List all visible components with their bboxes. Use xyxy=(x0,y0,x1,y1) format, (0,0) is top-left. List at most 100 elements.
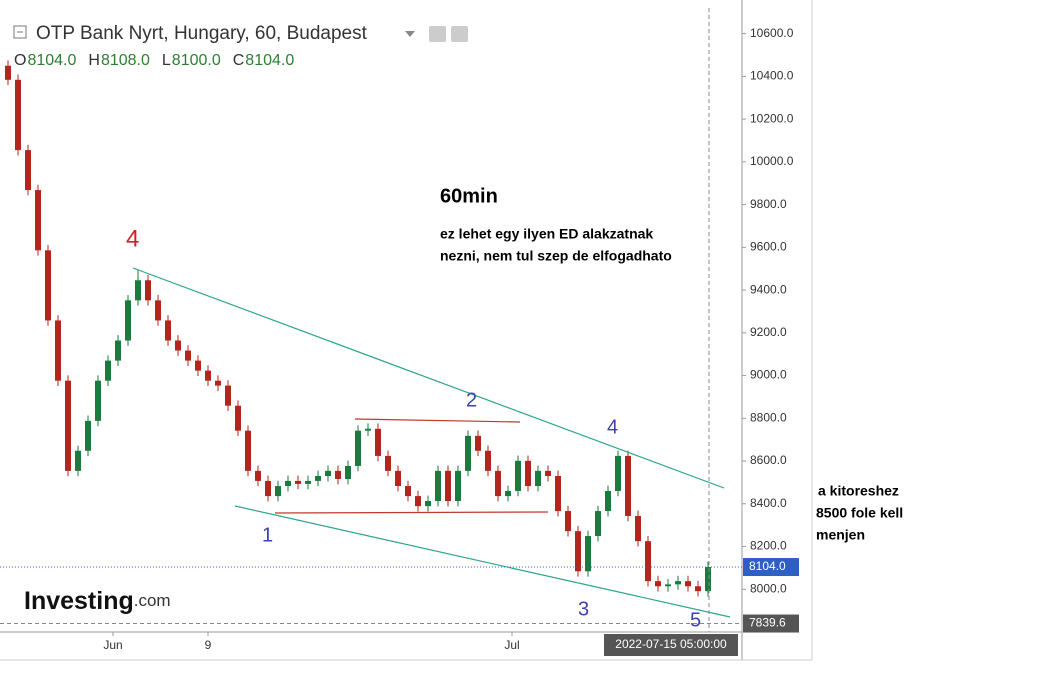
candle-body xyxy=(65,380,71,471)
candle-body xyxy=(415,496,421,507)
wave-label: 3 xyxy=(578,598,589,620)
wave-label: 5 xyxy=(690,609,701,631)
candle-body xyxy=(55,320,61,381)
side-note: a kitoreshez xyxy=(818,483,899,499)
annotation-note: nezni, nem tul szep de elfogadhato xyxy=(440,248,672,264)
candle-body xyxy=(495,470,501,497)
candle-body xyxy=(555,476,561,512)
y-tick-label: 9600.0 xyxy=(750,240,787,254)
candle-body xyxy=(345,465,351,479)
y-tick-label: 10600.0 xyxy=(750,26,794,40)
candle-body xyxy=(535,470,541,487)
candle-body xyxy=(645,541,651,582)
annotation-note: ez lehet egy ilyen ED alakzatnak xyxy=(440,226,653,242)
readout-key: O xyxy=(14,52,26,69)
y-tick-label: 8600.0 xyxy=(750,453,787,467)
candle-body xyxy=(135,280,141,301)
support-line xyxy=(274,511,549,514)
trend-line-upper xyxy=(132,267,725,489)
crosshair-price-label: 7839.6 xyxy=(749,616,786,630)
y-tick-label: 8800.0 xyxy=(750,410,787,424)
candle-body xyxy=(525,460,531,487)
title-dropdown[interactable] xyxy=(405,31,415,37)
crosshair-time-label: 2022-07-15 05:00:00 xyxy=(615,637,727,651)
candle-body xyxy=(205,370,211,381)
candle-body xyxy=(665,584,671,587)
collapse-icon[interactable] xyxy=(13,25,27,39)
candle-body xyxy=(105,360,111,381)
settings-button[interactable] xyxy=(451,26,468,42)
candle-body xyxy=(275,486,281,497)
candle-body xyxy=(5,65,11,80)
readout-key: H xyxy=(88,52,100,69)
logo-suffix: .com xyxy=(134,591,171,610)
last-price-label: 8104.0 xyxy=(749,559,786,573)
x-tick-label: Jun xyxy=(103,638,122,652)
readout-value: 8108.0 xyxy=(101,52,150,69)
candle-body xyxy=(615,455,621,491)
wave-label: 4 xyxy=(607,416,618,438)
readout-value: 8104.0 xyxy=(27,52,76,69)
candle-body xyxy=(155,300,161,321)
y-tick-label: 9400.0 xyxy=(750,282,787,296)
candle-body xyxy=(195,360,201,371)
candle-body xyxy=(325,470,331,476)
y-tick-label: 8400.0 xyxy=(750,496,787,510)
candle-body xyxy=(15,79,21,151)
last-price-box xyxy=(743,558,799,577)
candle-body xyxy=(585,536,591,572)
candle-body xyxy=(505,490,511,497)
candle-body xyxy=(245,430,251,471)
candle-body xyxy=(425,501,431,507)
visibility-button[interactable] xyxy=(429,26,446,42)
y-tick-label: 8200.0 xyxy=(750,539,787,553)
candle-body xyxy=(635,515,641,542)
y-tick-label: 10400.0 xyxy=(750,69,794,83)
candle-body xyxy=(215,380,221,386)
y-tick-label: 10200.0 xyxy=(750,111,794,125)
candle-body xyxy=(595,511,601,537)
y-tick-label: 10000.0 xyxy=(750,154,794,168)
readout-key: C xyxy=(233,52,245,69)
candle-body xyxy=(285,480,291,487)
candle-body xyxy=(405,486,411,497)
annotation-heading: 60min xyxy=(440,185,498,207)
candle-body xyxy=(655,581,661,587)
candle-body xyxy=(565,511,571,532)
readout-value: 8100.0 xyxy=(172,52,221,69)
candle-body xyxy=(695,586,701,592)
candle-body xyxy=(625,455,631,516)
candle-body xyxy=(705,567,711,592)
side-note: 8500 fole kell xyxy=(816,505,903,521)
candle-body xyxy=(445,470,451,502)
candle-body xyxy=(75,450,81,471)
y-tick-label: 9800.0 xyxy=(750,197,787,211)
candle-body xyxy=(35,190,41,251)
y-tick-label: 9000.0 xyxy=(750,368,787,382)
candle-body xyxy=(165,320,171,341)
crosshair-price-box xyxy=(743,614,799,633)
chart-title: OTP Bank Nyrt, Hungary, 60, Budapest xyxy=(36,23,368,44)
candle-body xyxy=(305,480,311,484)
candle-body xyxy=(45,250,51,321)
wave-label: 4 xyxy=(126,225,139,252)
chart-panel xyxy=(0,0,812,660)
readout-value: 8104.0 xyxy=(245,52,294,69)
side-note: menjen xyxy=(816,527,865,543)
crosshair-time-box xyxy=(604,634,738,656)
logo: Investing.com xyxy=(24,587,171,615)
candle-body xyxy=(515,460,521,491)
plot xyxy=(5,60,711,597)
candle-body xyxy=(115,340,121,361)
candle-body xyxy=(465,435,471,471)
candle-body xyxy=(575,531,581,572)
readout-key: L xyxy=(162,52,171,69)
wave-label: 1 xyxy=(262,524,273,546)
trend-line-lower xyxy=(234,505,731,618)
resistance-line xyxy=(354,418,521,423)
candle-body xyxy=(255,470,261,481)
candle-body xyxy=(235,405,241,431)
candle-body xyxy=(95,380,101,421)
